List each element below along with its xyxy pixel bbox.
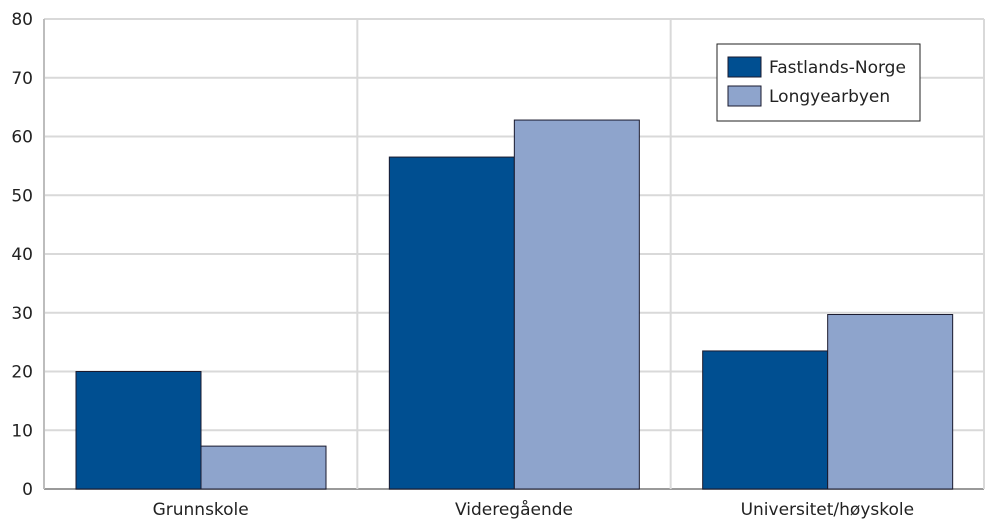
legend-swatch: [727, 85, 762, 107]
legend-swatch: [727, 56, 762, 78]
y-tick-label: 70: [11, 69, 33, 89]
y-tick-label: 30: [11, 304, 33, 324]
y-tick-label: 0: [22, 480, 33, 500]
y-tick-label: 10: [11, 421, 33, 441]
bar-fastlands-norge-0: [75, 371, 202, 490]
legend: Fastlands-Norge Longyearbyen: [716, 43, 921, 122]
bar-fastlands-norge-1: [388, 156, 515, 490]
legend-label: Fastlands-Norge: [769, 58, 906, 78]
y-tick-label: 20: [11, 363, 33, 383]
bar-longyearbyen-1: [513, 119, 640, 490]
x-axis-categories: Grunnskole Videregående Universitet/høysko…: [153, 499, 914, 520]
legend-box: [716, 43, 921, 122]
bar-longyearbyen-2: [827, 314, 954, 490]
x-category-label: Universitet/høyskole: [741, 500, 914, 520]
legend-label: Longyearbyen: [769, 87, 890, 107]
y-tick-label: 60: [11, 128, 33, 148]
x-category-label: Grunnskole: [153, 500, 249, 520]
y-tick-label: 80: [11, 10, 33, 30]
y-axis-ticks: 0 10 20 30 40 50 60 70 80: [11, 10, 33, 500]
bar-longyearbyen-0: [200, 445, 327, 490]
y-tick-label: 40: [11, 245, 33, 265]
y-tick-label: 50: [11, 186, 33, 206]
bar-fastlands-norge-2: [702, 350, 829, 490]
bars: [75, 119, 954, 490]
x-category-label: Videregående: [455, 499, 573, 520]
